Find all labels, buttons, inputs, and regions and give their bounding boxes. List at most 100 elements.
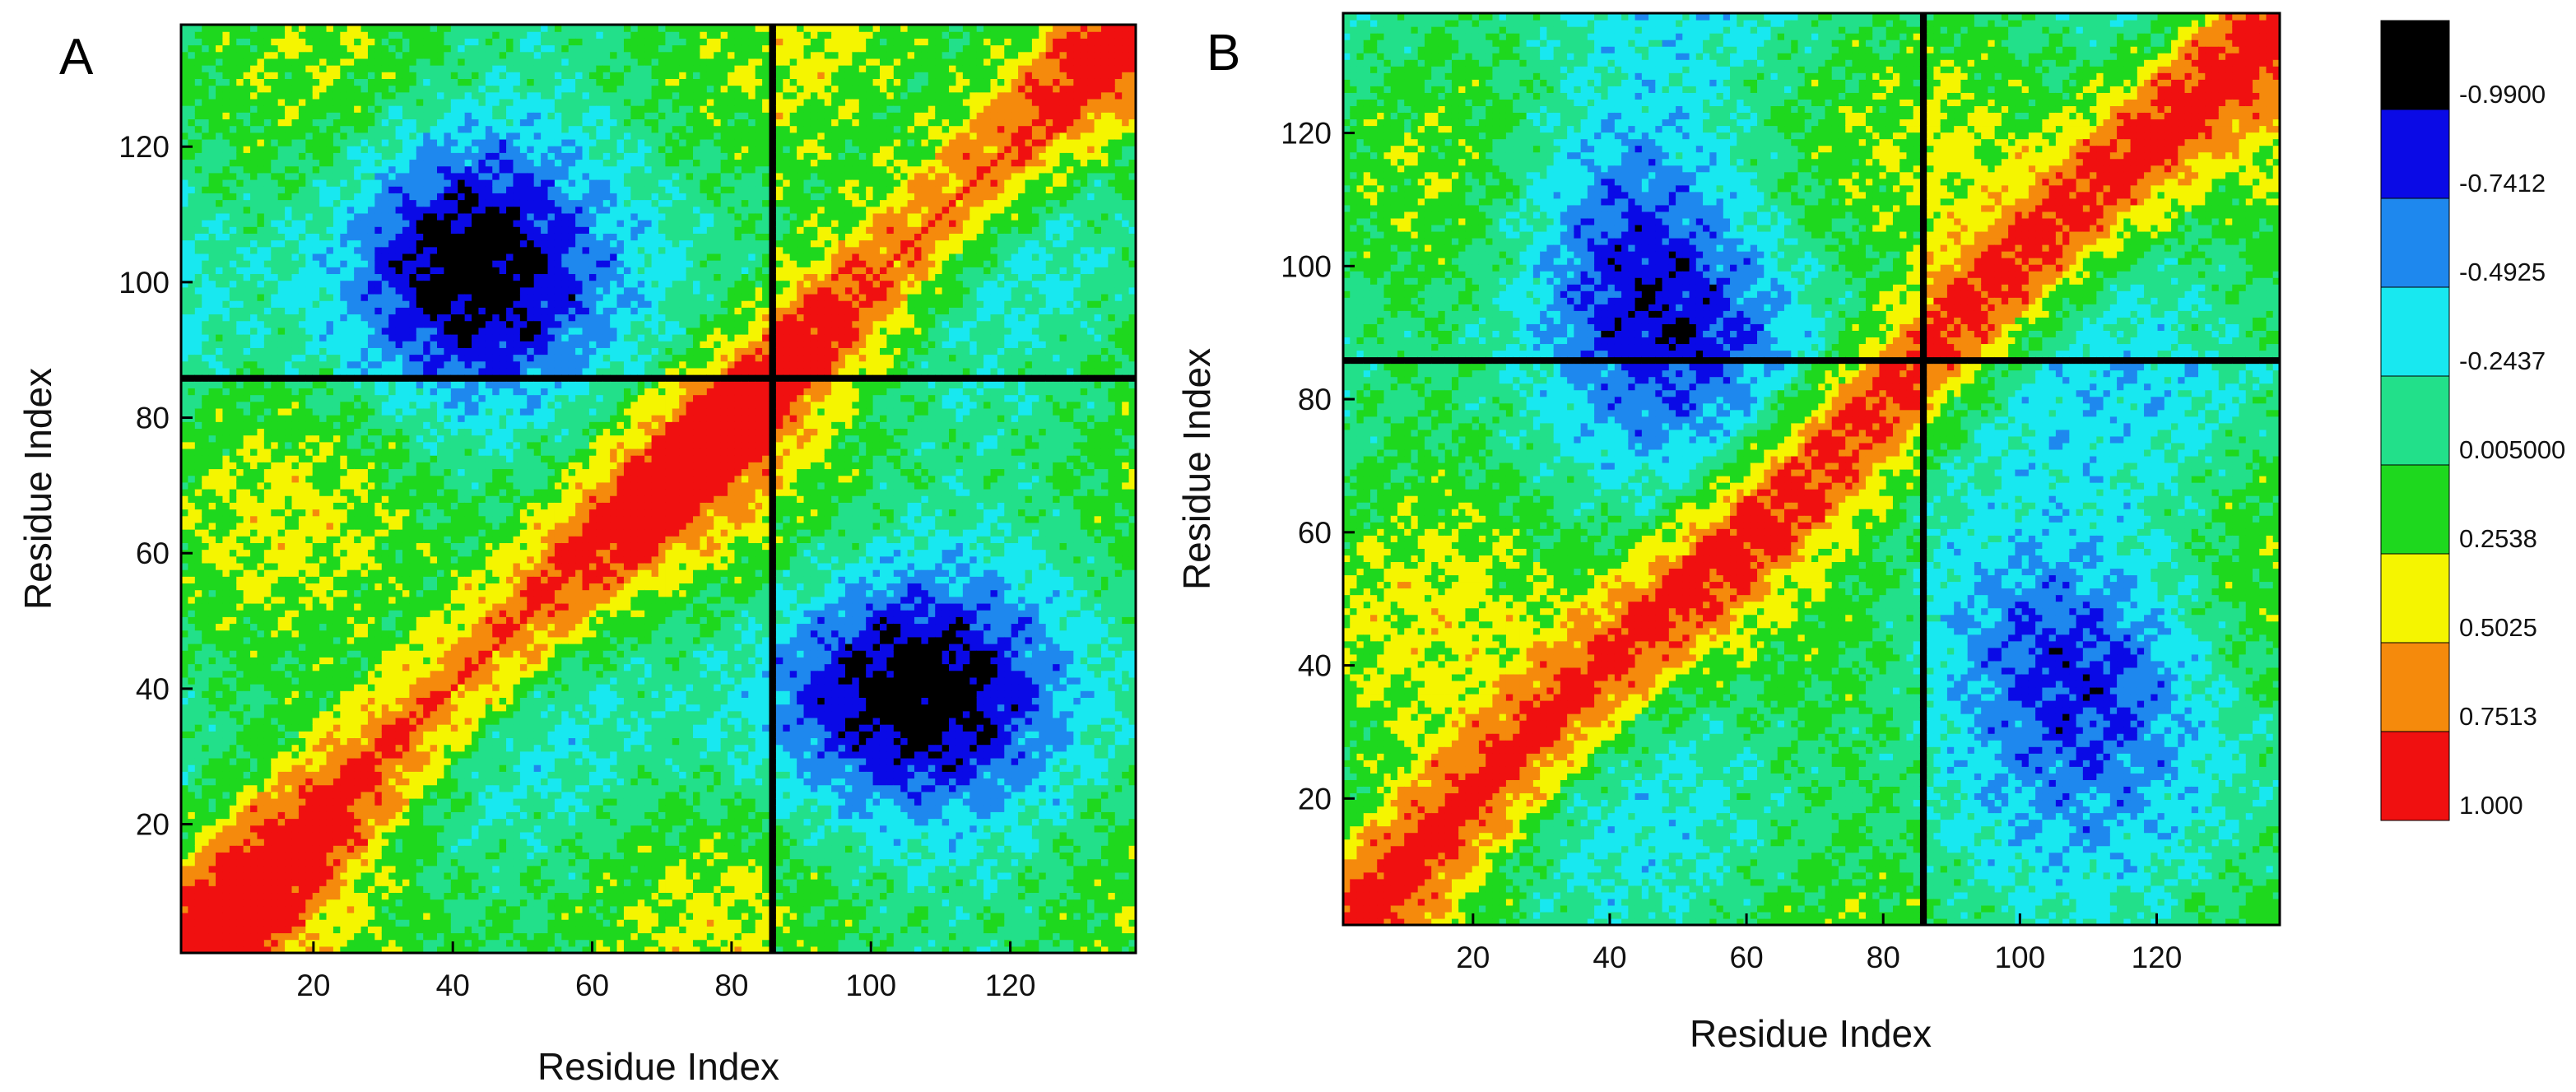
panel-a-cell [216, 314, 223, 321]
panel-a-cell [402, 287, 410, 295]
panel-a-cell [278, 866, 286, 873]
panel-a-cell [188, 845, 195, 853]
panel-a-cell [416, 576, 424, 583]
panel-a-cell [374, 489, 382, 496]
panel-a-cell [361, 576, 369, 583]
panel-a-cell [264, 220, 272, 227]
panel-a-cell [347, 866, 355, 873]
panel-a-cell [216, 825, 223, 833]
panel-a-cell [230, 220, 237, 227]
panel-a-cell [216, 112, 223, 119]
panel-a-cell [402, 374, 410, 382]
panel-a-cell [285, 502, 292, 509]
panel-a-cell [216, 92, 223, 100]
panel-a-cell [423, 52, 430, 59]
panel-a-cell [250, 913, 258, 920]
panel-a-cell [250, 919, 258, 927]
panel-a-cell [354, 226, 361, 234]
panel-a-cell [305, 468, 313, 476]
panel-a-cell [409, 186, 416, 193]
panel-a-cell [236, 78, 244, 86]
panel-a-cell [361, 872, 369, 880]
panel-a-cell [374, 913, 382, 920]
panel-a-cell [222, 778, 230, 785]
panel-a-cell [388, 839, 396, 846]
panel-a-cell [368, 832, 375, 839]
panel-a-cell [313, 455, 320, 462]
panel-a-cell [368, 751, 375, 759]
panel-a-cell [271, 758, 278, 765]
panel-a-cell [319, 704, 327, 712]
panel-a-cell [195, 314, 202, 321]
panel-a-cell [209, 341, 216, 348]
panel-a-cell [271, 408, 278, 416]
panel-a-cell [313, 785, 320, 792]
panel-a-cell [305, 845, 313, 853]
panel-a-cell [333, 395, 341, 402]
panel-a-cell [299, 932, 306, 940]
panel-a-cell [230, 697, 237, 704]
panel-a-cell [271, 718, 278, 725]
panel-a-cell [250, 940, 258, 947]
panel-a-cell [382, 233, 389, 240]
panel-a-cell [333, 448, 341, 456]
panel-a-cell [340, 798, 347, 806]
panel-a-cell [396, 99, 403, 106]
panel-a-cell [347, 179, 355, 187]
panel-a-cell [299, 321, 306, 328]
panel-a-cell [216, 361, 223, 369]
panel-a-cell [250, 415, 258, 422]
panel-a-cell [361, 657, 369, 664]
panel-a-cell [313, 502, 320, 509]
panel-a-cell [402, 650, 410, 658]
panel-a-cell [222, 267, 230, 274]
panel-a-cell [305, 31, 313, 39]
panel-a-cell [188, 200, 195, 207]
panel-a-cell [222, 388, 230, 395]
panel-a-cell [285, 159, 292, 166]
panel-a-cell [299, 819, 306, 826]
panel-a-cell [285, 307, 292, 314]
panel-a-cell [202, 650, 209, 658]
panel-a-cell [195, 711, 202, 718]
panel-a-cell [244, 906, 251, 913]
panel-a-cell [368, 879, 375, 886]
panel-a-cell [382, 832, 389, 839]
panel-a-cell [236, 52, 244, 59]
panel-a-cell [347, 31, 355, 39]
panel-a-cell [209, 859, 216, 867]
panel-a-cell [285, 569, 292, 577]
panel-a-cell [423, 45, 430, 53]
panel-a-cell [195, 650, 202, 658]
panel-a-cell [409, 785, 416, 792]
panel-a-cell [209, 428, 216, 435]
panel-a-cell [285, 287, 292, 295]
panel-a-cell [382, 334, 389, 342]
panel-a-cell [340, 193, 347, 200]
panel-a-cell [202, 273, 209, 281]
panel-a-cell [402, 550, 410, 557]
panel-a-cell [361, 361, 369, 369]
panel-a-cell [285, 294, 292, 301]
panel-a-cell [188, 31, 195, 39]
panel-a-cell [291, 839, 299, 846]
panel-a-cell [202, 118, 209, 126]
panel-a-cell [244, 78, 251, 86]
panel-a-cell [416, 72, 424, 79]
panel-a-cell [195, 569, 202, 577]
panel-a-cell [382, 657, 389, 664]
panel-a-cell [430, 805, 438, 812]
panel-a-cell [402, 388, 410, 395]
panel-a-cell [264, 677, 272, 685]
panel-a-cell [313, 603, 320, 611]
panel-a-cell [409, 281, 416, 288]
panel-a-cell [209, 771, 216, 778]
panel-a-cell [409, 166, 416, 174]
panel-a-cell [209, 785, 216, 792]
panel-a-cell [195, 583, 202, 590]
panel-a-cell [327, 832, 334, 839]
panel-a-cell [409, 307, 416, 314]
panel-a-cell [409, 435, 416, 443]
panel-a-cell [188, 852, 195, 859]
panel-a-cell [202, 637, 209, 644]
